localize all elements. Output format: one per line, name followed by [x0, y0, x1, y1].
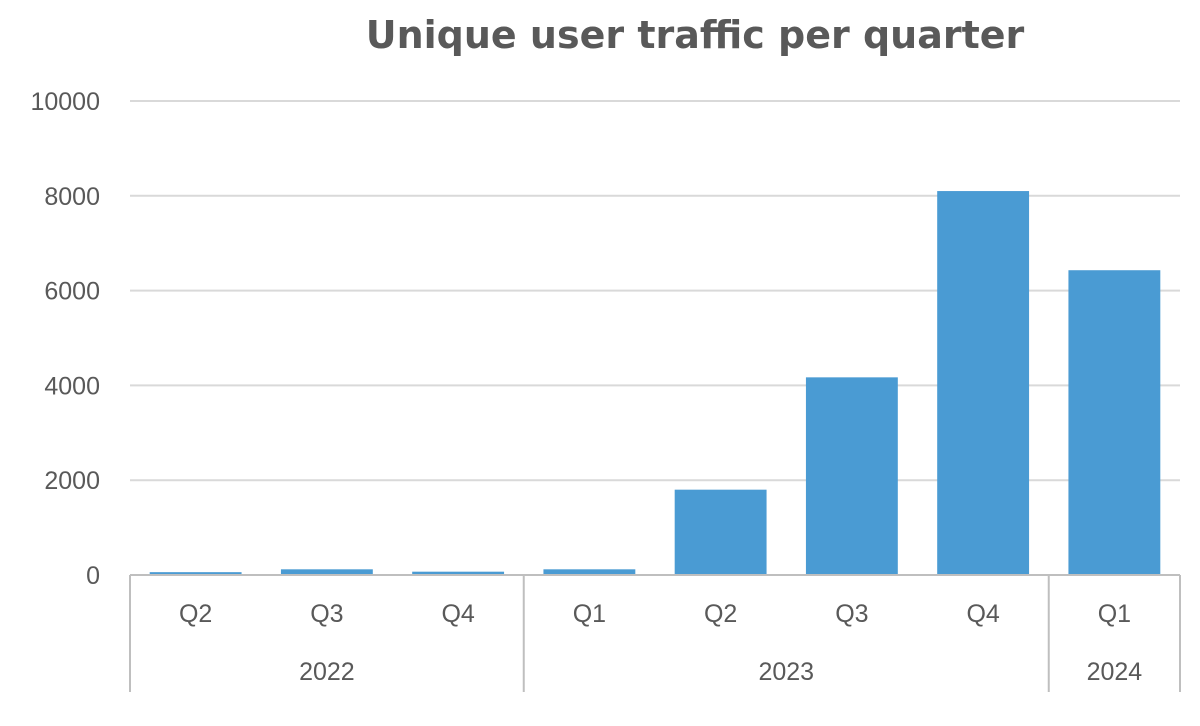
x-tick-label: Q1: [1098, 600, 1131, 628]
year-group-label: 2024: [1087, 658, 1143, 686]
bar: [937, 191, 1030, 575]
bar: [412, 571, 505, 575]
x-tick-label: Q1: [573, 600, 606, 628]
year-group-label: 2023: [758, 658, 814, 686]
y-tick-label: 10000: [30, 88, 100, 116]
bar: [280, 569, 373, 575]
y-tick-label: 4000: [44, 372, 100, 400]
year-group-label: 2022: [299, 658, 355, 686]
chart-title: Unique user traffic per quarter: [366, 13, 1025, 57]
bars: [149, 191, 1161, 575]
bar: [674, 489, 767, 575]
y-tick-label: 0: [86, 562, 100, 590]
x-tick-label: Q4: [966, 600, 999, 628]
y-tick-label: 6000: [44, 278, 100, 306]
x-tick-label: Q4: [441, 600, 474, 628]
x-axis: Q2 Q3 Q4 Q1 Q2 Q3 Q4 Q1 2022 2023 2024: [129, 574, 1181, 692]
bar: [543, 569, 636, 575]
y-tick-label: 2000: [44, 467, 100, 495]
bar: [805, 377, 898, 575]
x-tick-label: Q2: [179, 600, 212, 628]
y-axis-ticks: 0 2000 4000 6000 8000 10000: [30, 88, 100, 590]
x-tick-label: Q3: [835, 600, 868, 628]
x-tick-label: Q3: [310, 600, 343, 628]
bar: [1068, 270, 1161, 575]
y-tick-label: 8000: [44, 183, 100, 211]
bar: [149, 572, 242, 575]
x-tick-label: Q2: [704, 600, 737, 628]
